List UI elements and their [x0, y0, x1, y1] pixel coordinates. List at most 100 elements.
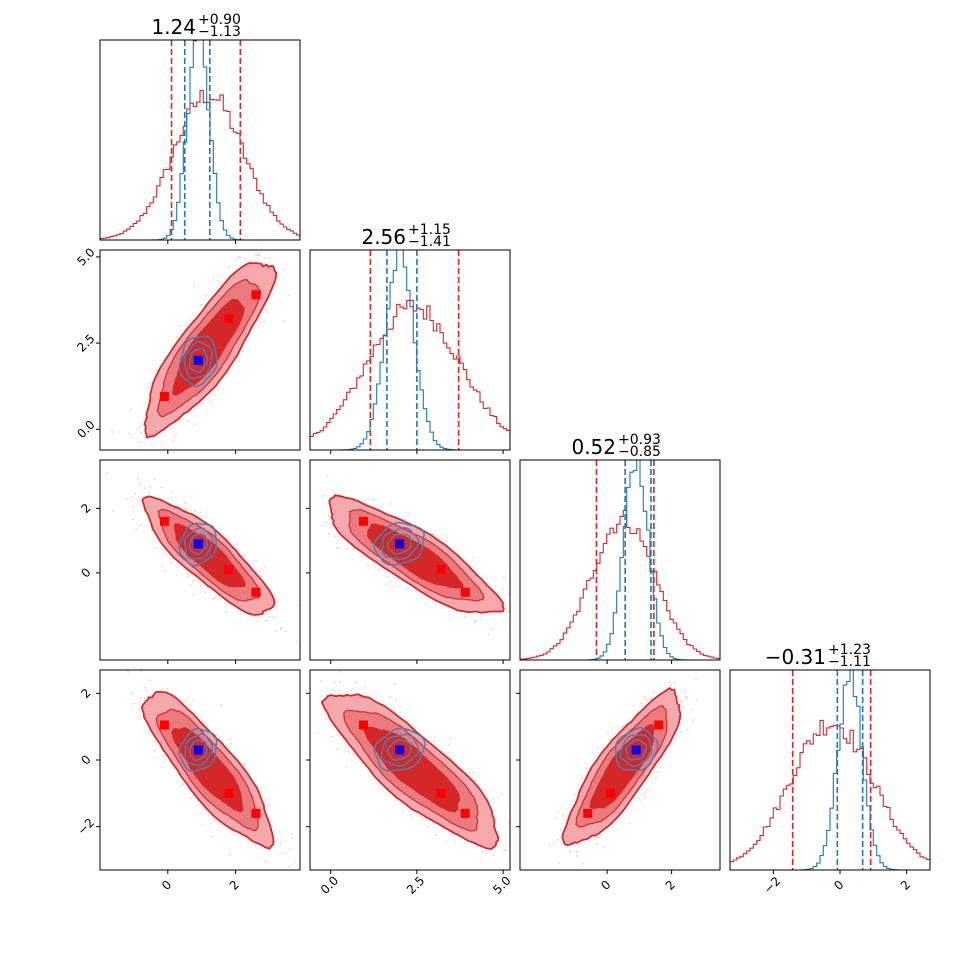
- scatter-point: [352, 752, 355, 755]
- scatter-point: [698, 653, 700, 655]
- scatter-point: [301, 246, 303, 248]
- x-tick-label-0-1: 2: [227, 878, 242, 893]
- x-tick-label-2-1: 2: [663, 878, 678, 893]
- scatter-point: [308, 679, 310, 681]
- scatter-point: [258, 254, 260, 257]
- scatter-point: [669, 681, 672, 684]
- scatter-point: [647, 788, 649, 791]
- scatter-point: [696, 699, 698, 701]
- blue-contour-1: [183, 340, 213, 380]
- scatter-point: [679, 700, 682, 703]
- scatter-point: [106, 471, 108, 474]
- scatter-point: [541, 664, 543, 666]
- panel-frame-3-2: [519, 669, 721, 871]
- scatter-point: [352, 548, 355, 550]
- scatter-point: [434, 834, 437, 836]
- blue-contour-2: [188, 739, 208, 762]
- scatter-point: [134, 492, 137, 495]
- blue-contour-1: [183, 527, 214, 560]
- scatter-point: [421, 818, 424, 821]
- y-tick-label-1-1: 2.5: [74, 331, 97, 354]
- scatter-point: [426, 604, 428, 607]
- scatter-point: [558, 862, 561, 865]
- scatter-point: [389, 502, 392, 505]
- scatter-point: [530, 865, 532, 867]
- scatter-point: [395, 799, 397, 802]
- title-value: 2.56: [361, 225, 406, 249]
- scatter-point: [471, 776, 474, 779]
- scatter-point: [338, 536, 341, 538]
- scatter-point: [681, 700, 683, 703]
- scatter-point: [536, 877, 538, 879]
- scatter-point: [138, 441, 141, 443]
- title-minus: −1.13: [198, 24, 241, 40]
- scatter-point: [364, 685, 367, 688]
- scatter-point: [338, 547, 341, 549]
- scatter-point: [229, 742, 232, 745]
- scatter-point: [515, 865, 517, 867]
- red-marker-2: [251, 290, 261, 300]
- scatter-point: [500, 793, 503, 796]
- scatter-point: [132, 436, 134, 439]
- scatter-point: [329, 518, 332, 520]
- blue-contour-0: [373, 727, 426, 772]
- scatter-point: [108, 648, 110, 650]
- histogram-series-0: [730, 719, 930, 870]
- scatter-point: [328, 532, 330, 535]
- scatter-point: [219, 704, 222, 706]
- scatter-point: [386, 575, 389, 578]
- red-contour-outline: [561, 687, 682, 846]
- scatter-point: [140, 523, 142, 526]
- scatter-point: [243, 764, 246, 767]
- scatter-point: [448, 751, 451, 754]
- scatter-point: [206, 725, 209, 728]
- scatter-point: [155, 546, 158, 549]
- scatter-point: [303, 496, 305, 498]
- scatter-point: [638, 797, 640, 800]
- scatter-point: [184, 509, 187, 512]
- scatter-point: [173, 767, 176, 770]
- scatter-point: [268, 615, 271, 618]
- scatter-point: [257, 620, 259, 622]
- scatter-point: [595, 843, 598, 845]
- scatter-point: [218, 275, 221, 277]
- scatter-point: [199, 584, 202, 587]
- scatter-point: [145, 689, 147, 692]
- scatter-point: [515, 855, 517, 857]
- scatter-point: [531, 631, 533, 633]
- title-plus: +1.23: [828, 642, 871, 658]
- panel-title-2: 0.52 +0.93−0.85: [571, 432, 660, 460]
- scatter-point: [681, 707, 683, 710]
- scatter-point: [149, 679, 152, 682]
- scatter-point: [137, 478, 139, 481]
- blue-contour-0: [178, 335, 218, 388]
- x-tick-label-3-0: −2: [761, 874, 783, 896]
- scatter-point: [183, 502, 186, 505]
- red-contour-2: [363, 726, 460, 813]
- y-tick-label-3-2: 2: [78, 686, 93, 701]
- scatter-point: [301, 632, 303, 634]
- scatter-point: [325, 521, 327, 524]
- scatter-point: [412, 723, 415, 725]
- scatter-point: [492, 854, 495, 857]
- scatter-point: [290, 833, 293, 836]
- scatter-point: [272, 616, 275, 619]
- title-value: 0.52: [571, 435, 616, 459]
- scatter-panel-2-1: [303, 475, 543, 666]
- scatter-point: [227, 265, 230, 268]
- scatter-point: [176, 566, 179, 569]
- scatter-point: [384, 583, 387, 586]
- scatter-point: [640, 702, 642, 705]
- scatter-point: [513, 610, 515, 612]
- scatter-point: [508, 593, 510, 596]
- scatter-point: [521, 601, 523, 603]
- scatter-point: [288, 294, 290, 296]
- panel-frame-1-0: [99, 249, 301, 451]
- histogram-series-1: [310, 250, 510, 450]
- x-tick-label-2-0: 0: [598, 878, 613, 893]
- scatter-point: [138, 425, 141, 428]
- scatter-point: [225, 602, 228, 604]
- scatter-point: [317, 732, 320, 734]
- scatter-point: [288, 866, 290, 868]
- scatter-point: [476, 570, 479, 573]
